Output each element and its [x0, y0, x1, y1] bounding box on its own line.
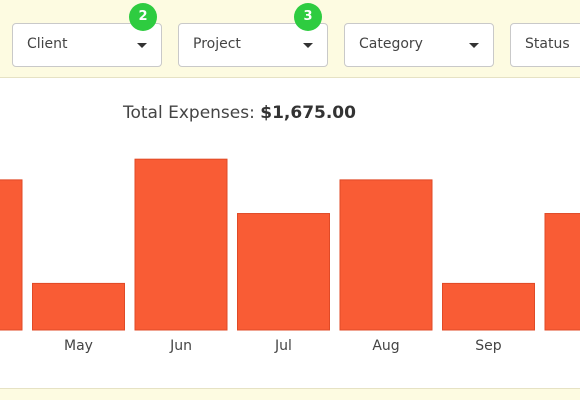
bottom-strip: [0, 388, 580, 400]
step-badge-3: 3: [294, 3, 322, 31]
tick-label-aug: Aug: [372, 338, 399, 354]
expenses-bar-chart: May Jun Jul Aug Sep: [0, 158, 580, 354]
project-dropdown-label: Project: [193, 36, 241, 52]
client-dropdown-label: Client: [27, 36, 68, 52]
total-expenses: Total Expenses: $1,675.00: [123, 103, 356, 123]
bar-jul: [237, 213, 330, 331]
bar-aug: [339, 179, 433, 331]
bar-sep: [442, 282, 535, 331]
bar-may: [32, 282, 125, 331]
status-dropdown-label: Status: [525, 36, 570, 52]
category-dropdown[interactable]: Category: [344, 23, 494, 67]
tick-label-jun: Jun: [169, 338, 192, 354]
bar-oct: [544, 213, 580, 331]
total-expenses-label: Total Expenses:: [123, 103, 255, 123]
tick-label-may: May: [64, 338, 93, 354]
step-badge-2: 2: [129, 3, 157, 31]
chevron-down-icon: [137, 43, 147, 48]
category-dropdown-label: Category: [359, 36, 423, 52]
status-dropdown[interactable]: Status: [510, 23, 580, 67]
tick-label-jul: Jul: [274, 338, 292, 354]
client-dropdown[interactable]: Client: [12, 23, 162, 67]
bar-apr: [0, 179, 23, 331]
chevron-down-icon: [469, 43, 479, 48]
bar-jun: [134, 158, 228, 331]
tick-label-sep: Sep: [475, 338, 502, 354]
total-expenses-amount: $1,675.00: [260, 103, 356, 123]
filter-bar: Client Project Category Status 2 3: [0, 0, 580, 78]
chevron-down-icon: [303, 43, 313, 48]
